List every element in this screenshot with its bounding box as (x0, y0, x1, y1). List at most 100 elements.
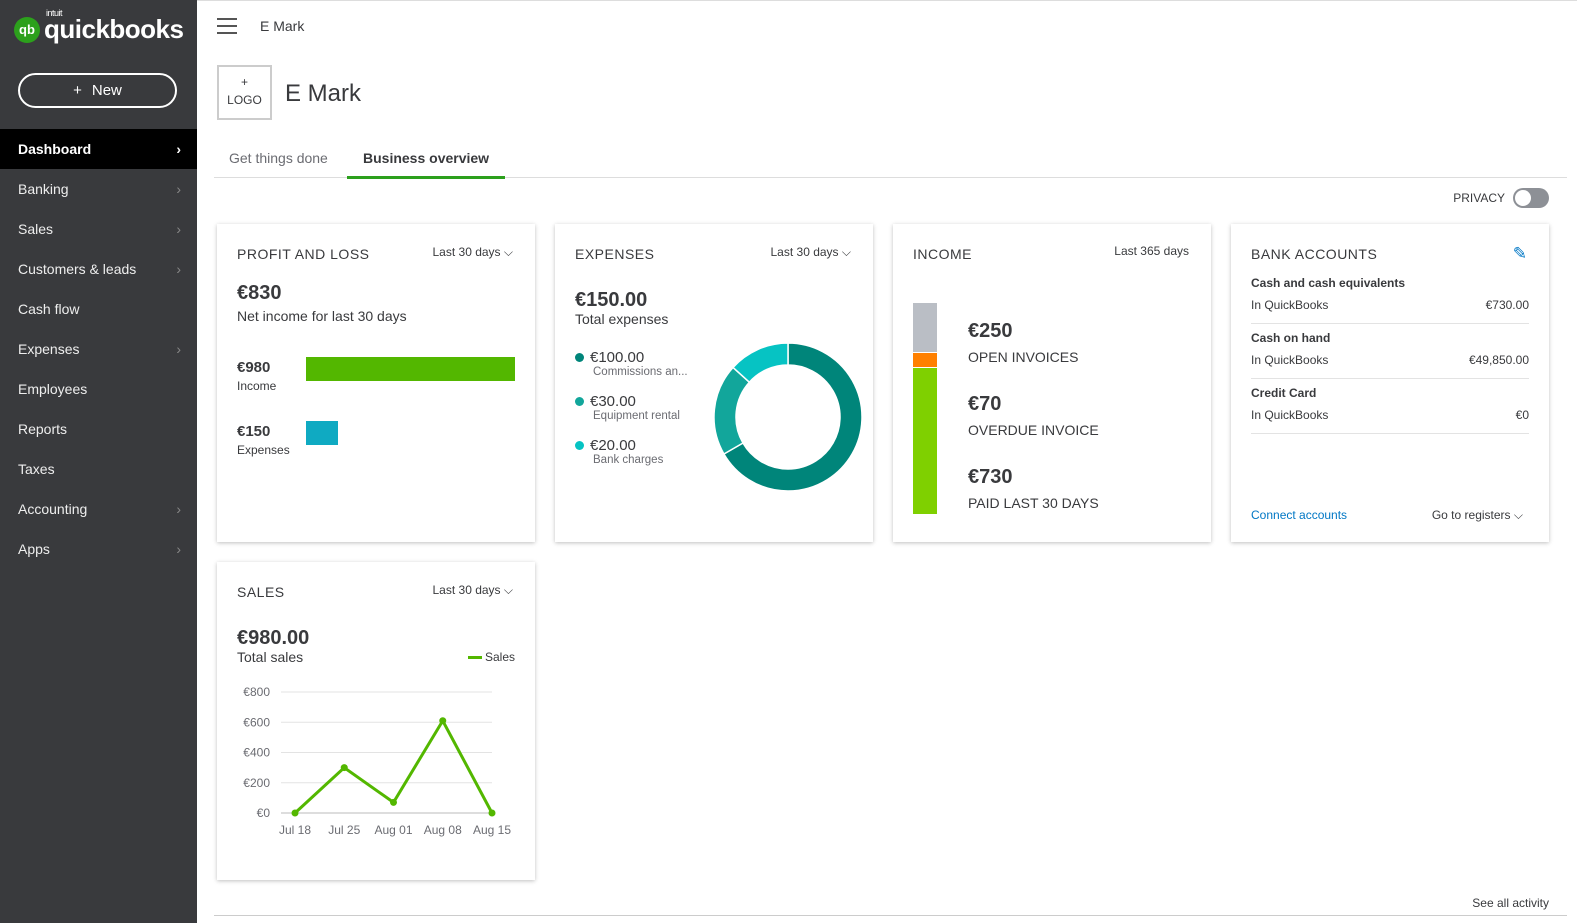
sidebar-item-employees[interactable]: Employees (0, 369, 197, 409)
x-tick-label: Jul 25 (328, 823, 360, 837)
legend-label: Sales (484, 650, 515, 664)
chevron-down-icon: ⌵ (503, 583, 513, 597)
sidebar-item-label: Expenses (18, 341, 80, 357)
sidebar-item-label: Employees (18, 381, 88, 397)
brand-name: quickbooks (44, 14, 184, 44)
period-dropdown[interactable]: Last 30 days ⌵ (432, 583, 514, 597)
sidebar-item-label: Customers & leads (18, 261, 137, 277)
chevron-down-icon: ⌵ (1513, 508, 1523, 522)
bank-account-row[interactable]: Cash and cash equivalents In QuickBooks €7… (1251, 274, 1529, 324)
y-tick-label: €0 (257, 806, 271, 820)
sales-point[interactable] (390, 798, 397, 806)
top-bar: E Mark (197, 0, 1577, 50)
income-bar-segment[interactable] (913, 303, 937, 353)
new-button[interactable]: + New (18, 73, 177, 108)
sidebar-item-label: Sales (18, 221, 54, 237)
company-name-header: E Mark (260, 18, 305, 34)
income-bar-segment[interactable] (913, 367, 937, 514)
sidebar-item-cash-flow[interactable]: Cash flow (0, 289, 197, 329)
add-logo-button[interactable]: + LOGO (217, 65, 272, 120)
edit-pencil-icon[interactable]: ✎ (1512, 244, 1527, 263)
total-sales-amount: €980.00 (237, 627, 310, 649)
x-tick-label: Aug 08 (424, 823, 462, 837)
expenses-value: €150 (237, 423, 271, 440)
card-title: INCOME (913, 246, 972, 262)
bank-accounts-card: BANK ACCOUNTS ✎ Connect accounts Go to r… (1231, 224, 1549, 542)
income-bar-segment[interactable] (913, 353, 937, 367)
income-item[interactable]: €250 OPEN INVOICES (968, 320, 1079, 365)
privacy-toggle[interactable] (1513, 188, 1549, 208)
sidebar-item-taxes[interactable]: Taxes (0, 449, 197, 489)
sidebar-item-accounting[interactable]: Accounting › (0, 489, 197, 529)
net-income-amount: €830 (237, 282, 282, 304)
bank-account-row[interactable]: Cash on hand In QuickBooks €49,850.00 (1251, 329, 1529, 379)
hamburger-menu-icon[interactable] (217, 18, 237, 39)
sidebar-item-label: Taxes (18, 461, 55, 477)
chevron-right-icon: › (176, 261, 181, 277)
sidebar-item-expenses[interactable]: Expenses › (0, 329, 197, 369)
sidebar-item-reports[interactable]: Reports (0, 409, 197, 449)
chevron-down-icon: ⌵ (841, 245, 851, 259)
sidebar-item-sales[interactable]: Sales › (0, 209, 197, 249)
sales-point[interactable] (340, 764, 348, 772)
see-all-activity-link[interactable]: See all activity (1472, 896, 1549, 910)
logo-label: LOGO (227, 93, 262, 107)
chevron-right-icon: › (176, 501, 181, 517)
sidebar: qb intuit quickbooks + New Dashboard › Banki… (0, 0, 197, 923)
sales-point[interactable] (488, 809, 496, 817)
period-dropdown[interactable]: Last 30 days ⌵ (770, 245, 852, 259)
expenses-donut-chart[interactable] (713, 342, 863, 492)
sidebar-item-dashboard[interactable]: Dashboard › (0, 129, 197, 169)
income-bar[interactable] (306, 357, 515, 381)
bank-account-row[interactable]: Credit Card In QuickBooks €0 (1251, 384, 1529, 434)
income-item[interactable]: €70 OVERDUE INVOICE (968, 393, 1099, 438)
expense-category[interactable]: €20.00 Bank charges (575, 437, 663, 466)
sales-line-chart[interactable]: €0 €200 €400 €600 €800 Jul 18 Jul 25 Aug 01 Aug … (217, 677, 535, 847)
chevron-right-icon: › (176, 141, 181, 157)
brand-top: intuit (46, 8, 63, 18)
period-dropdown[interactable]: Last 30 days ⌵ (432, 245, 514, 259)
sales-point[interactable] (439, 717, 447, 725)
donut-slice[interactable] (731, 342, 789, 384)
donut-slice[interactable] (713, 366, 751, 456)
expense-category[interactable]: €100.00 Commissions an... (575, 349, 688, 378)
chevron-down-icon: ⌵ (503, 245, 513, 259)
sidebar-item-customers-leads[interactable]: Customers & leads › (0, 249, 197, 289)
legend-dot (575, 353, 584, 362)
tab-get-things-done[interactable]: Get things done (229, 150, 328, 166)
quickbooks-logo[interactable]: qb intuit quickbooks (14, 8, 184, 45)
total-expenses-amount: €150.00 (575, 289, 648, 311)
expenses-bar[interactable] (306, 421, 338, 445)
y-tick-label: €400 (243, 746, 270, 760)
divider (214, 915, 1567, 916)
qb-logo-icon: qb (14, 16, 40, 43)
expenses-label: Expenses (237, 443, 290, 457)
card-title: EXPENSES (575, 246, 655, 262)
expense-category[interactable]: €30.00 Equipment rental (575, 393, 680, 422)
sidebar-nav: Dashboard › Banking › Sales › Customers & lead… (0, 129, 197, 569)
plus-icon: + (240, 75, 248, 89)
card-title: BANK ACCOUNTS (1251, 246, 1378, 262)
sidebar-item-banking[interactable]: Banking › (0, 169, 197, 209)
chevron-right-icon: › (176, 221, 181, 237)
income-item[interactable]: €730 PAID LAST 30 DAYS (968, 466, 1099, 511)
go-to-registers-dropdown[interactable]: Go to registers ⌵ (1431, 508, 1523, 522)
sidebar-item-apps[interactable]: Apps › (0, 529, 197, 569)
tab-business-overview[interactable]: Business overview (347, 150, 506, 179)
total-sales-label: Total sales (237, 649, 304, 665)
new-label: New (91, 82, 122, 99)
y-tick-label: €600 (243, 715, 270, 729)
sales-point[interactable] (291, 809, 299, 817)
donut-slice[interactable] (722, 342, 863, 492)
y-tick-label: €200 (243, 776, 270, 790)
x-tick-label: Aug 15 (473, 823, 511, 837)
privacy-label: PRIVACY (1453, 191, 1505, 205)
connect-accounts-link[interactable]: Connect accounts (1251, 508, 1348, 522)
sidebar-item-label: Apps (18, 541, 50, 557)
legend-swatch (467, 655, 482, 659)
total-expenses-label: Total expenses (575, 311, 669, 327)
sidebar-item-label: Accounting (18, 501, 88, 517)
chevron-right-icon: › (176, 541, 181, 557)
profit-loss-card: PROFIT AND LOSS Last 30 days ⌵ €830 Net … (217, 224, 535, 542)
income-value: €980 (237, 359, 271, 376)
